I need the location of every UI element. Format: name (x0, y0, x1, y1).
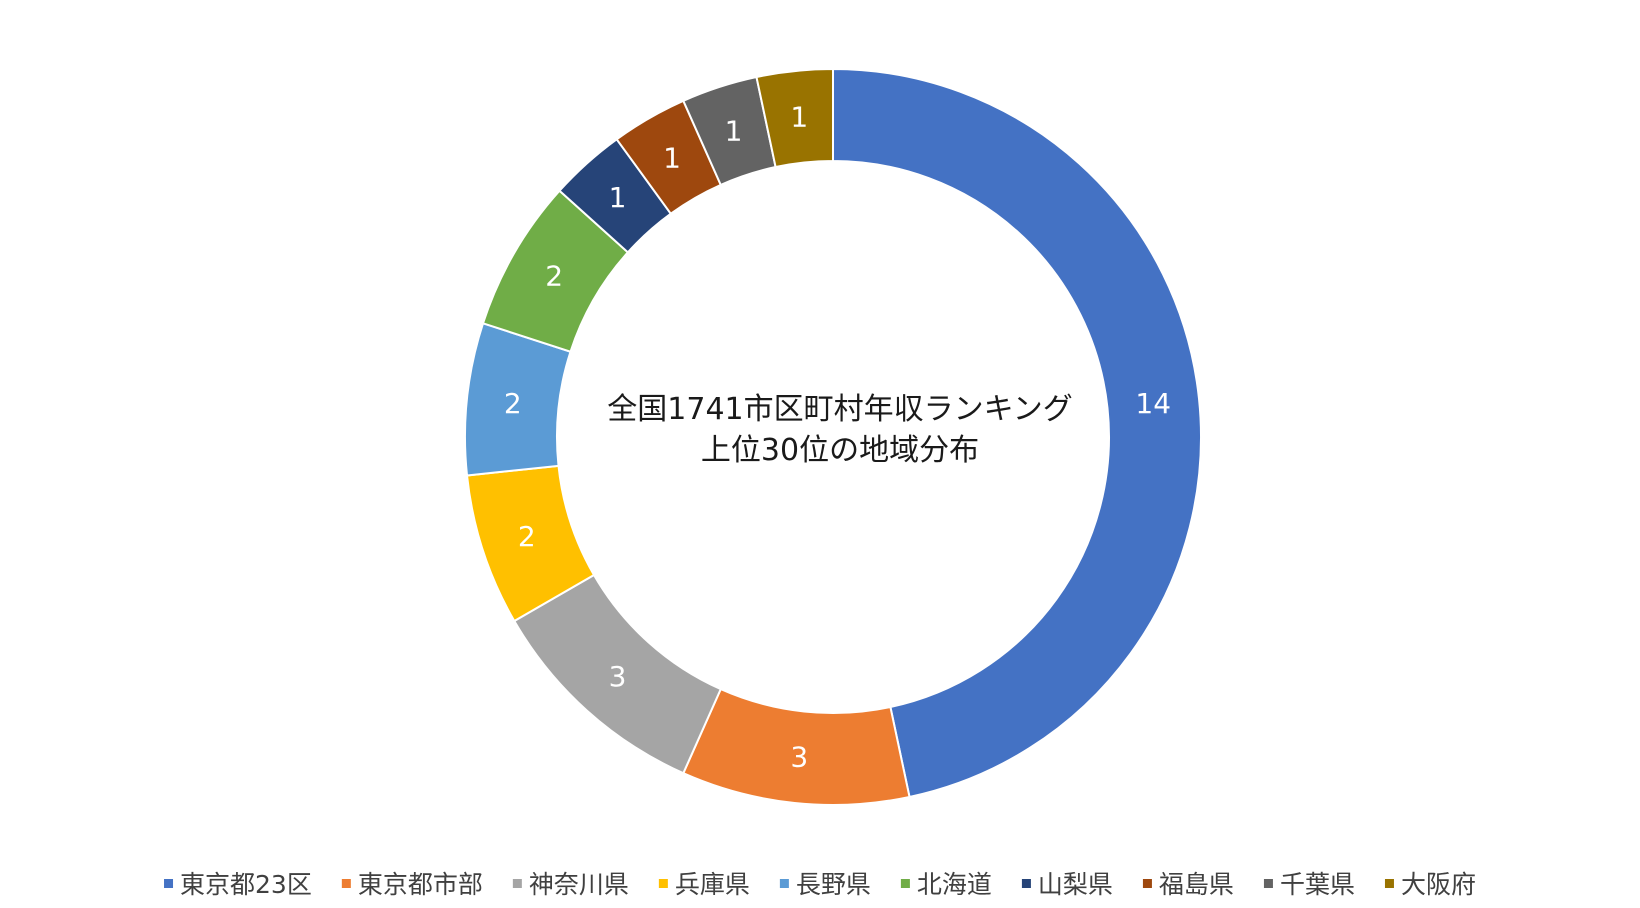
data-label-1: 14 (1135, 387, 1171, 420)
legend-item-10: 大阪府 (1384, 870, 1476, 899)
legend-swatch (779, 879, 789, 888)
data-label-5: 2 (504, 387, 522, 420)
data-label-7: 1 (609, 181, 627, 214)
legend-swatch (1142, 879, 1152, 888)
legend-label: 東京都23区 (180, 870, 312, 899)
chart-legend: 東京都23区 東京都市部 神奈川県 兵庫県 長野県 北海道 山梨県 福島県 千葉県 大阪府 (164, 870, 1476, 899)
chart-title-line-2: 上位30位の地域分布 (701, 433, 979, 468)
chart-title-line-1: 全国1741市区町村年収ランキング (607, 392, 1072, 427)
legend-item-3: 神奈川県 (512, 870, 629, 899)
legend-label: 兵庫県 (675, 870, 750, 899)
legend-swatch (1021, 879, 1031, 888)
chart-slices (464, 67, 1202, 806)
legend-label: 大阪府 (1401, 870, 1476, 899)
data-label-2: 3 (790, 741, 808, 774)
legend-item-9: 千葉県 (1263, 870, 1355, 899)
legend-item-5: 長野県 (779, 870, 871, 899)
legend-label: 長野県 (796, 870, 871, 899)
legend-item-1: 東京都23区 (164, 870, 312, 899)
legend-item-8: 福島県 (1142, 870, 1234, 899)
data-label-3: 3 (609, 660, 627, 693)
data-label-4: 2 (518, 520, 536, 553)
legend-swatch (900, 879, 910, 888)
data-label-10: 1 (790, 100, 808, 133)
slice-10 (755, 67, 834, 169)
legend-label: 千葉県 (1280, 870, 1355, 899)
legend-item-6: 北海道 (900, 870, 992, 899)
legend-swatch (1263, 879, 1273, 888)
data-label-9: 1 (725, 114, 743, 147)
legend-item-2: 東京都市部 (341, 870, 483, 899)
legend-item-7: 山梨県 (1021, 870, 1113, 899)
legend-item-4: 兵庫県 (658, 870, 750, 899)
legend-swatch (164, 879, 174, 888)
legend-label: 山梨県 (1038, 870, 1113, 899)
legend-swatch (512, 879, 522, 888)
legend-swatch (1384, 879, 1394, 888)
data-label-8: 1 (663, 142, 681, 175)
slice-1 (832, 67, 1202, 799)
legend-label: 北海道 (917, 870, 992, 899)
chart-data-labels: 14 3 3 2 2 2 1 1 1 1 (504, 100, 1171, 773)
legend-swatch (658, 879, 668, 888)
legend-label: 福島県 (1159, 870, 1234, 899)
legend-label: 神奈川県 (529, 870, 629, 899)
legend-swatch (341, 879, 351, 888)
data-label-6: 2 (545, 260, 563, 293)
legend-label: 東京都市部 (358, 870, 483, 899)
